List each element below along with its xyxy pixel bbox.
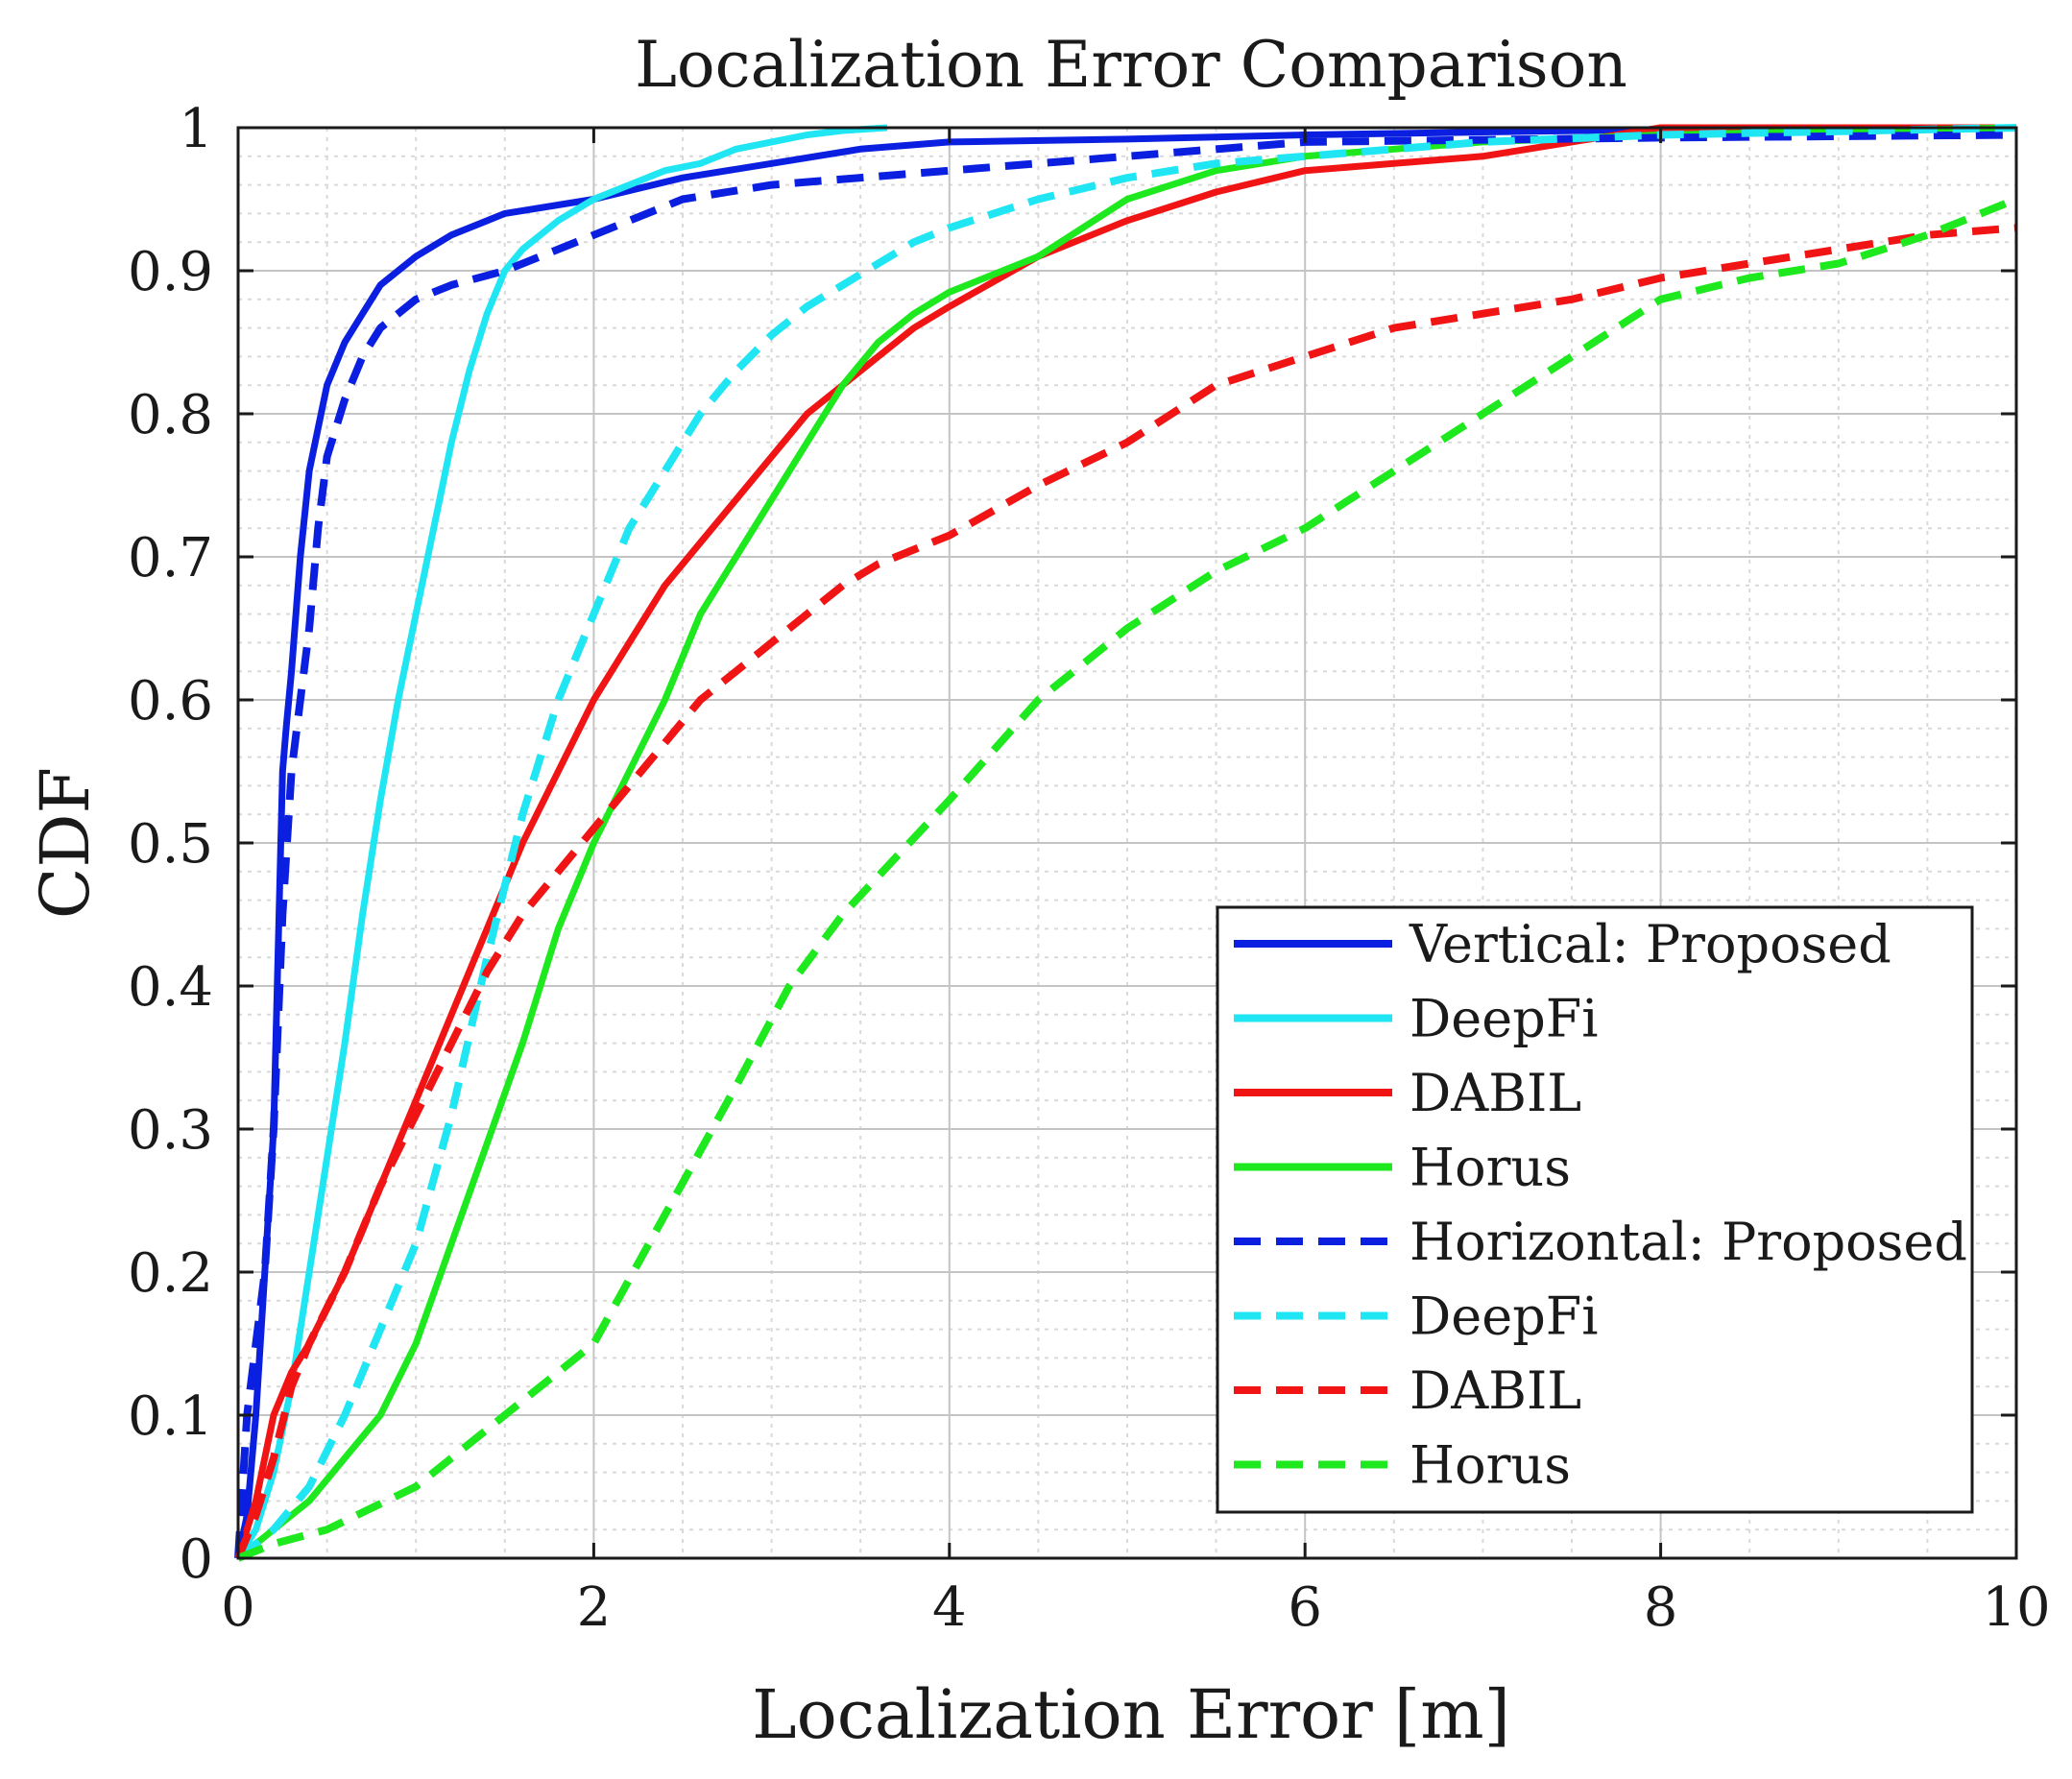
y-tick-label: 0.3 xyxy=(128,1099,213,1162)
y-tick-label: 1 xyxy=(179,98,213,160)
x-tick-label: 4 xyxy=(932,1576,967,1639)
legend-label-3: Horus xyxy=(1409,1138,1571,1198)
legend-items: Vertical: Proposed DeepFi DABIL Horus Horizo… xyxy=(1234,914,1967,1496)
y-tick-label: 0.6 xyxy=(128,670,213,733)
legend-label-7: Horus xyxy=(1409,1435,1571,1496)
y-axis-label: CDF xyxy=(26,767,105,919)
series-line-1 xyxy=(235,124,888,1560)
x-tick-label: 0 xyxy=(221,1576,255,1639)
series-line-4 xyxy=(234,131,2017,1559)
y-tick-label: 0.8 xyxy=(128,384,213,446)
x-axis-label: Localization Error [m] xyxy=(752,1675,1510,1754)
series-line-5 xyxy=(235,124,2017,1562)
x-tick-label: 10 xyxy=(1982,1576,2050,1639)
legend: Vertical: Proposed DeepFi DABIL Horus Horizo… xyxy=(1216,905,1974,1514)
y-tick-label: 0.4 xyxy=(128,956,213,1019)
legend-label-2: DABIL xyxy=(1409,1063,1581,1123)
legend-label-5: DeepFi xyxy=(1409,1286,1599,1347)
series-layer xyxy=(234,124,2018,1562)
y-tick-label: 0 xyxy=(179,1528,213,1591)
x-tick-label: 2 xyxy=(577,1576,612,1639)
y-tick-label: 0.7 xyxy=(128,527,213,589)
series-line-6 xyxy=(234,224,2017,1560)
series-line-7 xyxy=(236,195,2018,1562)
axes-layer xyxy=(236,126,2018,1560)
x-tick-label: 6 xyxy=(1288,1576,1322,1639)
y-tick-label: 0.1 xyxy=(128,1385,213,1448)
x-tick-label: 8 xyxy=(1644,1576,1678,1639)
y-tick-label: 0.9 xyxy=(128,241,213,303)
legend-box xyxy=(1216,905,1974,1514)
legend-label-0: Vertical: Proposed xyxy=(1409,914,1891,974)
chart-title: Localization Error Comparison xyxy=(635,28,1627,102)
ticks-layer: 0 2 4 6 8 10 0 0.1 0.2 0.3 0.4 0.5 0.6 0.7 0.8 0.9 1 xyxy=(128,98,2051,1639)
legend-label-6: DABIL xyxy=(1409,1360,1581,1421)
legend-label-1: DeepFi xyxy=(1409,989,1599,1049)
y-tick-label: 0.2 xyxy=(128,1242,213,1305)
y-tick-label: 0.5 xyxy=(128,813,213,876)
series-line-3 xyxy=(235,124,2017,1561)
legend-label-4: Horizontal: Proposed xyxy=(1409,1212,1967,1272)
